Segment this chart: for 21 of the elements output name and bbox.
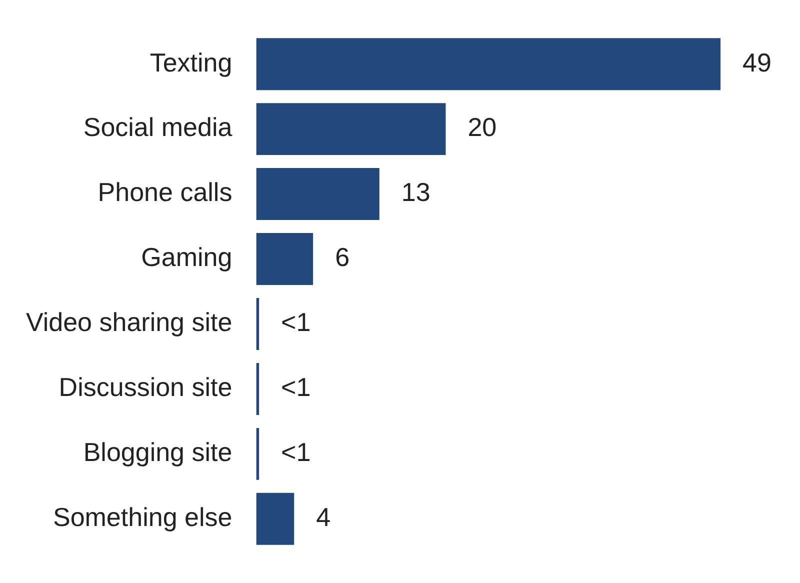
y-tick-label: Gaming [141,242,232,272]
y-tick-label: Something else [52,502,232,532]
y-tick-label: Video sharing site [26,307,232,338]
data-label: <1 [281,437,311,468]
data-label: 20 [468,112,497,142]
data-label: <1 [281,307,311,338]
bar [256,168,380,220]
data-label: 13 [401,177,430,208]
y-tick-label: Discussion site [58,372,232,402]
y-tick-label: Blogging site [83,437,232,468]
data-label: 49 [742,47,772,78]
data-label: 6 [335,242,350,272]
y-tick-label: Social media [83,112,233,142]
bar [256,233,314,286]
bar [256,103,446,156]
y-tick-label: Phone calls [98,177,232,208]
data-label: <1 [281,372,311,402]
y-tick-label: Texting [150,47,232,78]
bar [256,38,721,90]
bar [256,492,294,545]
data-label: 4 [316,502,331,532]
